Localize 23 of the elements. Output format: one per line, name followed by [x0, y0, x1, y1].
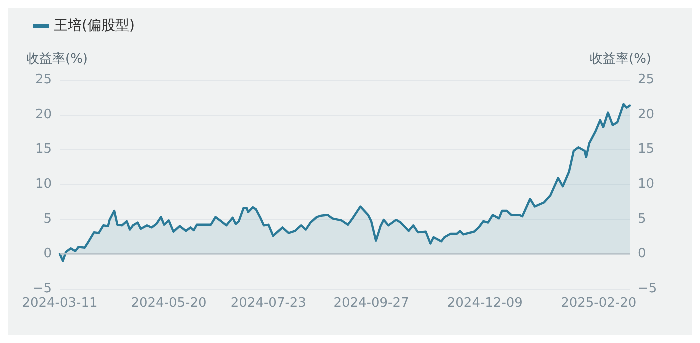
y2-tick-label: 25	[638, 72, 655, 88]
y-tick-label: 10	[35, 177, 52, 192]
y-tick-label: 15	[35, 142, 52, 158]
x-tick-label: 2024-07-23	[230, 296, 306, 311]
y-tick-label: 0	[44, 246, 52, 262]
y-tick-label: 25	[35, 72, 52, 88]
x-tick-label: 2024-03-11	[22, 296, 98, 311]
y-tick-label: 20	[35, 107, 52, 122]
y2-tick-label: 15	[638, 142, 655, 158]
x-tick-label: 2025-02-20	[561, 296, 637, 311]
y2-tick-label: 5	[638, 212, 646, 227]
x-tick-label: 2024-09-27	[334, 296, 410, 311]
y2-axis-title: 收益率(%)	[590, 51, 652, 67]
legend-label: 王培(偏股型)	[54, 18, 135, 34]
y2-tick-label: 0	[638, 246, 646, 262]
y-axis-title: 收益率(%)	[26, 51, 88, 67]
y2-tick-label: −5	[638, 282, 658, 296]
x-tick-label: 2024-12-09	[447, 296, 523, 311]
y-tick-label: −5	[32, 282, 52, 296]
x-tick-label: 2024-05-20	[131, 296, 207, 311]
y-tick-label: 5	[44, 212, 52, 227]
y2-tick-label: 10	[638, 177, 655, 192]
y2-tick-label: 20	[638, 107, 655, 122]
